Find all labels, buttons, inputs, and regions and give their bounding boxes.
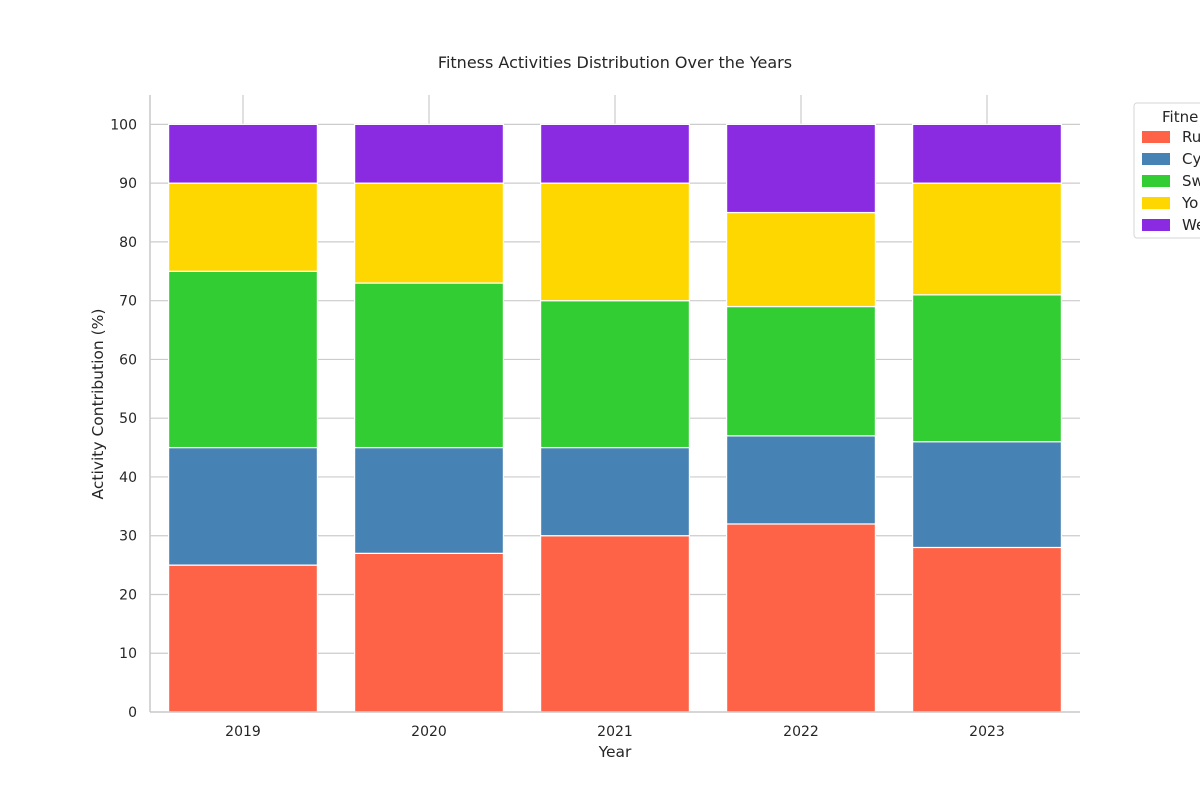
y-tick-label: 50 <box>119 411 137 427</box>
y-tick-label: 20 <box>119 587 137 603</box>
bar-ru-2023 <box>911 546 1062 713</box>
legend-label: Ru <box>1182 128 1200 146</box>
x-tick-label: 2020 <box>411 724 447 740</box>
y-tick-label: 40 <box>119 470 137 486</box>
bar-ru-2019 <box>168 564 319 713</box>
legend-title: Fitne <box>1162 108 1198 126</box>
bar-sw-2021 <box>539 300 690 449</box>
legend-label: Sw <box>1182 172 1200 190</box>
bars <box>168 123 1062 713</box>
bar-we-2021 <box>539 123 690 184</box>
bar-sw-2023 <box>911 294 1062 443</box>
y-tick-label: 90 <box>119 176 137 192</box>
bar-yo-2019 <box>168 182 319 272</box>
legend-swatch <box>1142 219 1170 231</box>
bar-cy-2023 <box>911 441 1062 549</box>
bar-sw-2022 <box>725 305 876 437</box>
bar-ru-2022 <box>725 523 876 713</box>
x-tick-label: 2021 <box>597 724 633 740</box>
bar-yo-2023 <box>911 182 1062 296</box>
bar-ru-2021 <box>539 535 690 713</box>
y-tick-label: 30 <box>119 529 137 545</box>
legend-label: We <box>1182 216 1200 234</box>
y-tick-label: 60 <box>119 352 137 368</box>
bar-yo-2020 <box>354 182 505 284</box>
bar-cy-2020 <box>354 446 505 554</box>
legend-label: Yo <box>1181 194 1198 212</box>
bar-we-2019 <box>168 123 319 184</box>
legend-label: Cy <box>1182 150 1200 168</box>
legend-swatch <box>1142 175 1170 187</box>
y-tick-label: 0 <box>128 705 137 721</box>
bar-sw-2019 <box>168 270 319 449</box>
bar-ru-2020 <box>354 552 505 713</box>
x-tick-label: 2023 <box>969 724 1005 740</box>
bar-sw-2020 <box>354 282 505 449</box>
x-tick-label: 2019 <box>225 724 261 740</box>
legend: Fitne Ru Cy Sw Yo We <box>1133 102 1200 239</box>
bar-cy-2019 <box>168 446 319 566</box>
bar-we-2020 <box>354 123 505 184</box>
x-tick-label: 2022 <box>783 724 819 740</box>
chart-title: Fitness Activities Distribution Over the… <box>438 53 792 72</box>
bar-yo-2022 <box>725 211 876 308</box>
bar-cy-2022 <box>725 435 876 525</box>
bar-we-2022 <box>725 123 876 214</box>
x-axis-label: Year <box>598 743 632 761</box>
y-tick-label: 100 <box>110 117 137 133</box>
legend-swatch <box>1142 131 1170 143</box>
legend-swatch <box>1142 197 1170 209</box>
legend-swatch <box>1142 153 1170 165</box>
y-tick-label: 80 <box>119 235 137 251</box>
legend-items: Ru Cy Sw Yo We <box>1142 128 1200 234</box>
tick-labels: 0 10 20 30 40 50 60 70 80 90 100 2019 2020 2021 2022 20… <box>110 117 1005 740</box>
bar-cy-2021 <box>539 446 690 537</box>
y-tick-label: 10 <box>119 646 137 662</box>
axes <box>149 95 1080 713</box>
y-tick-label: 70 <box>119 294 137 310</box>
bar-yo-2021 <box>539 182 690 302</box>
y-axis-label: Activity Contribution (%) <box>89 309 107 500</box>
bar-we-2023 <box>911 123 1062 184</box>
